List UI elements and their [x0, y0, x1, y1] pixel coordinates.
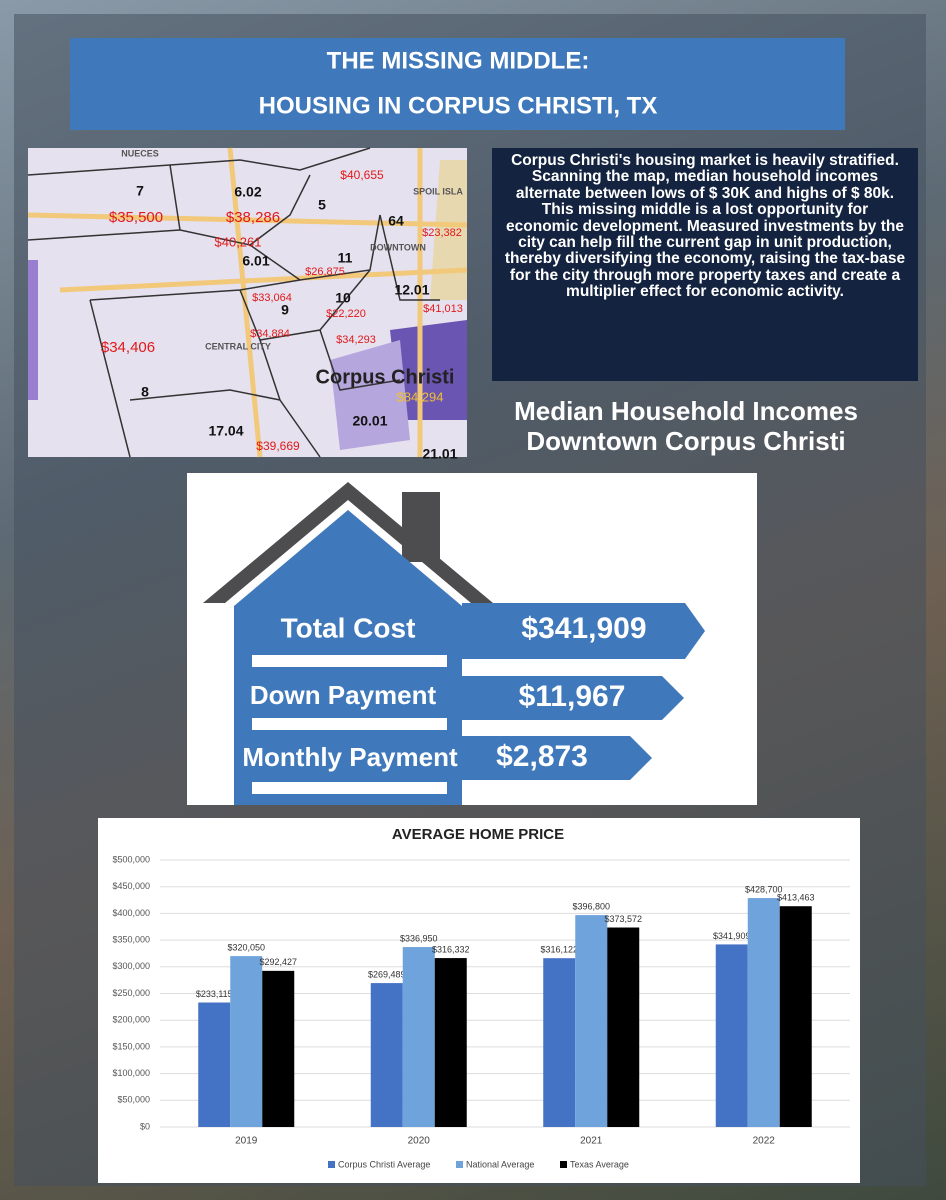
bar: [607, 927, 640, 1127]
bar-chart: $0 $50,000 $100,000 $150,000 $200,000 $250,00…: [112, 854, 850, 1169]
tract-label: 6.02: [234, 184, 261, 200]
income-label: $38,286: [226, 209, 280, 226]
cost-value: $2,873: [496, 740, 588, 773]
income-label: $41,013: [423, 303, 463, 315]
x-tick-label: 2019: [235, 1136, 258, 1147]
tract-label: 9: [281, 302, 289, 318]
value-label: $373,572: [604, 914, 642, 924]
house-graphic: [187, 473, 757, 805]
value-label: $336,950: [400, 933, 438, 943]
tract-label: 12.01: [394, 282, 429, 298]
cost-value: $11,967: [519, 680, 626, 713]
bar: [434, 958, 467, 1127]
area-label: Corpus Christi: [316, 366, 455, 388]
y-tick-label: $200,000: [112, 1015, 150, 1025]
legend-marker: [456, 1161, 463, 1168]
cost-label: Total Cost: [281, 612, 416, 643]
map: 7 6.02 5 64 11 6.01 12.01 9 10 8 17.04 2…: [27, 147, 468, 462]
tract-label: 17.04: [208, 423, 243, 439]
area-label: SPOIL ISLA: [413, 186, 463, 196]
bar: [747, 898, 780, 1127]
bar: [262, 970, 295, 1127]
area-label: CENTRAL CITY: [205, 341, 271, 351]
income-label: $34,406: [101, 339, 155, 356]
tract-label: 5: [318, 197, 326, 213]
cost-value: $341,909: [521, 612, 646, 645]
income-label: $39,669: [256, 439, 300, 453]
income-label: $84,294: [397, 389, 444, 404]
bar: [575, 915, 608, 1127]
y-tick-label: $500,000: [112, 854, 150, 864]
income-label: $33,064: [252, 292, 292, 304]
y-tick-label: $50,000: [117, 1095, 150, 1105]
legend-marker: [328, 1161, 335, 1168]
income-label: $23,382: [422, 227, 462, 239]
tract-label: 8: [141, 384, 149, 400]
area-label: DOWNTOWN: [370, 242, 426, 252]
value-label: $413,463: [777, 893, 815, 903]
bar: [370, 983, 403, 1127]
title: THE MISSING MIDDLE:: [327, 47, 590, 74]
legend-label: National Average: [466, 1159, 534, 1169]
income-label: $35,500: [109, 209, 163, 226]
x-tick-label: 2022: [753, 1136, 776, 1147]
area-label: NUECES: [121, 148, 159, 158]
tract-label: 21.01: [422, 446, 457, 462]
legend-label: Texas Average: [570, 1159, 629, 1169]
bar: [779, 906, 812, 1127]
income-label: $26,875: [305, 266, 345, 278]
tract-label: 6.01: [242, 253, 269, 269]
y-tick-label: $300,000: [112, 961, 150, 971]
value-label: $292,427: [259, 957, 297, 967]
tract-label: 64: [388, 213, 404, 229]
y-tick-label: $250,000: [112, 988, 150, 998]
value-label: $316,122: [540, 945, 578, 955]
y-tick-label: $450,000: [112, 881, 150, 891]
value-label: $320,050: [227, 942, 265, 952]
income-label: $40,261: [215, 234, 262, 249]
value-label: $269,489: [368, 969, 406, 979]
x-tick-label: 2021: [580, 1136, 603, 1147]
bar: [402, 947, 435, 1127]
title-box: [70, 38, 845, 130]
tract-label: 7: [136, 183, 144, 199]
bar: [230, 956, 263, 1127]
value-label: $233,115: [196, 989, 233, 999]
value-label: $341,909: [713, 931, 751, 941]
map-caption: Median Household Incomes: [514, 396, 858, 426]
tract-label: 11: [338, 250, 353, 266]
value-label: $428,700: [745, 884, 783, 894]
bar: [198, 1002, 231, 1127]
y-tick-label: $350,000: [112, 934, 150, 944]
value-label: $316,332: [432, 944, 470, 954]
legend-marker: [560, 1161, 567, 1168]
title: HOUSING IN CORPUS CHRISTI, TX: [259, 92, 658, 119]
cost-label: Down Payment: [250, 680, 437, 710]
income-label: $34,293: [336, 334, 376, 346]
bar: [715, 944, 748, 1127]
income-label: $40,655: [340, 168, 384, 182]
cost-label: Monthly Payment: [242, 742, 458, 772]
y-tick-label: $0: [140, 1121, 150, 1131]
income-label: $34,884: [250, 328, 290, 340]
y-tick-label: $100,000: [112, 1068, 150, 1078]
y-tick-label: $150,000: [112, 1041, 150, 1051]
legend-label: Corpus Christi Average: [338, 1159, 430, 1169]
description: Corpus Christi's housing market is heavi…: [492, 148, 918, 381]
tract-label: 20.01: [352, 413, 387, 429]
bar: [543, 958, 576, 1127]
map-caption: Downtown Corpus Christi: [526, 426, 845, 456]
chart-title: AVERAGE HOME PRICE: [392, 826, 564, 843]
y-tick-label: $400,000: [112, 908, 150, 918]
tract-label: 10: [335, 290, 351, 306]
income-label: $22,220: [326, 308, 366, 320]
value-label: $396,800: [572, 901, 610, 911]
x-tick-label: 2020: [408, 1136, 431, 1147]
